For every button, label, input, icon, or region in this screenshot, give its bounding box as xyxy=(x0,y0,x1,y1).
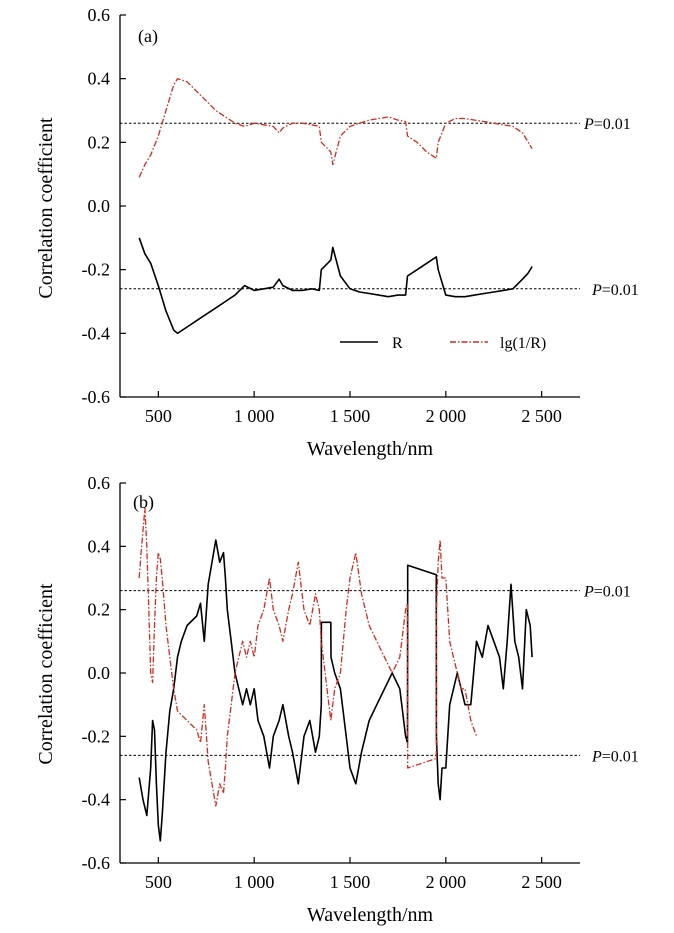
y-tick-label: -0.2 xyxy=(82,260,111,280)
y-tick-label: 0.6 xyxy=(88,5,111,25)
panel-label: (b) xyxy=(133,492,154,513)
panel-a: -0.6 -0.4 -0.2 0.0 0.2 0.4 0.6 500 1 000 1 500 2 … xyxy=(35,5,639,460)
x-tick-label: 2 000 xyxy=(426,872,467,892)
threshold-lines: P=0.01P=0.01 xyxy=(120,116,639,299)
y-ticks: -0.6 -0.4 -0.2 0.0 0.2 0.4 0.6 xyxy=(82,473,126,873)
series-line-0 xyxy=(138,237,533,335)
series-line-1 xyxy=(138,78,533,178)
legend-label-lg: lg(1/R) xyxy=(500,335,546,352)
x-tick-label: 1 500 xyxy=(330,872,371,892)
x-tick-label: 1 000 xyxy=(234,872,275,892)
threshold-label-value: =0.01 xyxy=(602,748,639,765)
y-tick-label: 0.4 xyxy=(88,536,111,556)
x-axis-title: Wavelength/nm xyxy=(307,904,434,926)
series-line-0 xyxy=(138,539,533,842)
panel-label: (a) xyxy=(138,26,158,47)
x-ticks: 500 1 000 1 500 2 000 2 500 xyxy=(145,391,562,426)
y-tick-label: -0.4 xyxy=(82,790,111,810)
threshold-label-value: =0.01 xyxy=(594,116,631,133)
x-tick-label: 2 000 xyxy=(426,406,467,426)
threshold-label: P=0.01 xyxy=(583,584,631,601)
x-tick-label: 2 500 xyxy=(521,872,562,892)
series-line-1 xyxy=(138,507,478,807)
x-tick-label: 1 000 xyxy=(234,406,275,426)
series-group xyxy=(138,78,533,335)
threshold-label: P=0.01 xyxy=(591,748,639,765)
threshold-label: P=0.01 xyxy=(591,282,639,299)
threshold-label-p: P xyxy=(583,116,594,133)
y-tick-label: 0.6 xyxy=(88,473,111,493)
y-axis-title: Correlation coefficient xyxy=(35,117,57,299)
y-tick-label: -0.6 xyxy=(82,853,111,873)
x-axis-title: Wavelength/nm xyxy=(307,438,434,460)
threshold-label-p: P xyxy=(591,748,602,765)
y-tick-label: -0.4 xyxy=(82,323,111,343)
y-tick-label: 0.2 xyxy=(88,600,111,620)
x-tick-label: 500 xyxy=(145,872,172,892)
series-group xyxy=(138,507,533,842)
y-tick-label: 0.0 xyxy=(88,196,111,216)
x-ticks: 500 1 000 1 500 2 000 2 500 xyxy=(145,857,562,892)
y-tick-label: 0.2 xyxy=(88,132,111,152)
y-tick-label: 0.4 xyxy=(88,69,111,89)
y-axis-title: Correlation coefficient xyxy=(35,583,57,765)
threshold-label-p: P xyxy=(591,282,602,299)
threshold-label-value: =0.01 xyxy=(602,282,639,299)
y-tick-label: 0.0 xyxy=(88,663,111,683)
x-tick-label: 1 500 xyxy=(330,406,371,426)
panel-b: -0.6 -0.4 -0.2 0.0 0.2 0.4 0.6 500 1 000 1 500 2 … xyxy=(35,473,639,926)
x-tick-label: 500 xyxy=(145,406,172,426)
x-tick-label: 2 500 xyxy=(521,406,562,426)
y-tick-label: -0.6 xyxy=(82,387,111,407)
y-tick-label: -0.2 xyxy=(82,726,111,746)
legend-label-r: R xyxy=(392,335,403,352)
threshold-label: P=0.01 xyxy=(583,116,631,133)
threshold-label-value: =0.01 xyxy=(594,584,631,601)
threshold-lines: P=0.01P=0.01 xyxy=(120,584,639,765)
threshold-label-p: P xyxy=(583,584,594,601)
legend: R lg(1/R) xyxy=(340,335,546,352)
y-ticks: -0.6 -0.4 -0.2 0.0 0.2 0.4 0.6 xyxy=(82,5,126,407)
